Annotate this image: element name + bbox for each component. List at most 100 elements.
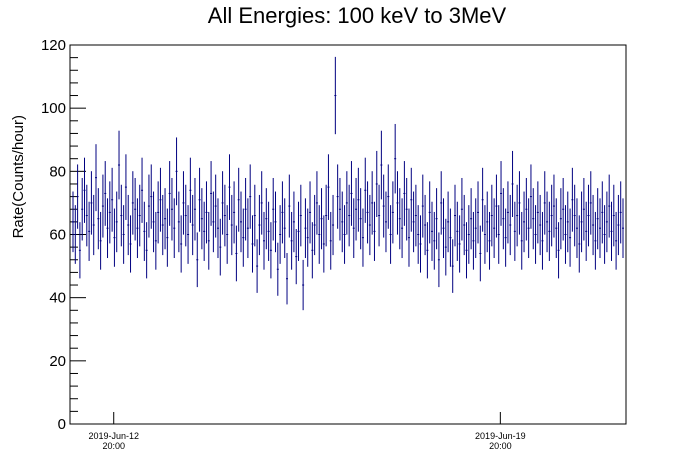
data-point bbox=[74, 205, 77, 264]
data-point bbox=[299, 184, 302, 247]
data-point bbox=[555, 198, 558, 259]
data-point bbox=[177, 191, 180, 253]
data-point bbox=[235, 225, 238, 282]
data-point bbox=[456, 201, 459, 261]
data-point bbox=[97, 188, 100, 250]
data-point bbox=[541, 211, 544, 270]
data-point bbox=[352, 198, 355, 259]
data-point bbox=[279, 205, 282, 264]
data-point bbox=[513, 201, 516, 261]
data-point bbox=[295, 229, 298, 285]
data-point bbox=[154, 211, 157, 270]
data-point bbox=[601, 181, 604, 244]
data-point bbox=[164, 188, 167, 250]
data-point bbox=[350, 161, 353, 226]
data-point bbox=[454, 184, 457, 247]
data-point bbox=[115, 191, 118, 253]
data-point bbox=[173, 198, 176, 259]
data-point bbox=[589, 171, 592, 235]
data-point bbox=[348, 184, 351, 247]
data-point bbox=[479, 225, 482, 282]
data-point bbox=[511, 150, 514, 218]
data-point bbox=[138, 184, 141, 247]
data-point bbox=[272, 177, 275, 241]
data-point bbox=[529, 164, 532, 229]
data-point bbox=[315, 171, 318, 235]
data-point bbox=[304, 198, 307, 259]
data-point bbox=[336, 164, 339, 229]
data-point bbox=[396, 171, 399, 235]
data-point bbox=[226, 205, 229, 264]
data-point bbox=[180, 215, 183, 273]
data-point bbox=[486, 191, 489, 253]
data-point bbox=[359, 188, 362, 250]
x-tick-time-label: 20:00 bbox=[102, 441, 125, 451]
data-point bbox=[290, 211, 293, 270]
data-point bbox=[539, 194, 542, 256]
data-point bbox=[85, 184, 88, 247]
data-point bbox=[442, 198, 445, 259]
data-point bbox=[534, 205, 537, 264]
data-point bbox=[90, 171, 93, 235]
y-axis: 0 20 40 60 80 100 120 bbox=[41, 37, 86, 433]
data-point bbox=[451, 239, 454, 293]
data-point bbox=[129, 215, 132, 273]
data-point bbox=[488, 211, 491, 270]
data-point bbox=[463, 194, 466, 256]
data-point bbox=[552, 174, 555, 238]
data-point bbox=[357, 167, 360, 232]
data-point bbox=[619, 181, 622, 244]
data-point bbox=[504, 208, 507, 267]
data-point bbox=[472, 211, 475, 270]
data-point bbox=[467, 205, 470, 264]
data-point bbox=[391, 181, 394, 244]
data-point bbox=[237, 167, 240, 232]
data-point bbox=[380, 130, 383, 200]
data-point bbox=[88, 201, 91, 261]
data-point bbox=[223, 184, 226, 247]
data-point bbox=[318, 205, 321, 264]
data-point bbox=[120, 184, 123, 247]
data-point bbox=[198, 167, 201, 232]
data-point bbox=[292, 191, 295, 253]
data-point bbox=[481, 167, 484, 232]
data-point bbox=[557, 222, 560, 279]
data-point bbox=[412, 191, 415, 253]
data-point bbox=[407, 208, 410, 267]
data-point bbox=[184, 184, 187, 247]
data-point bbox=[532, 188, 535, 250]
data-point bbox=[428, 181, 431, 244]
data-point bbox=[578, 215, 581, 273]
data-point bbox=[258, 194, 261, 256]
data-point bbox=[168, 161, 171, 226]
data-point bbox=[134, 177, 137, 241]
data-point bbox=[104, 161, 107, 226]
y-tick-label: 80 bbox=[49, 163, 66, 180]
data-point bbox=[244, 177, 247, 241]
data-point bbox=[615, 211, 618, 270]
data-point bbox=[175, 137, 178, 206]
data-point bbox=[569, 208, 572, 267]
data-point bbox=[127, 194, 130, 256]
data-point bbox=[196, 232, 199, 288]
data-point bbox=[477, 181, 480, 244]
data-point bbox=[189, 157, 192, 223]
data-point bbox=[187, 205, 190, 264]
data-point bbox=[313, 194, 316, 256]
data-point bbox=[364, 157, 367, 223]
data-point bbox=[113, 208, 116, 267]
data-point bbox=[559, 188, 562, 250]
data-point bbox=[281, 181, 284, 244]
data-point bbox=[249, 164, 252, 229]
data-point bbox=[433, 211, 436, 270]
data-point bbox=[256, 239, 259, 293]
data-point bbox=[122, 205, 125, 264]
y-tick-label: 0 bbox=[58, 416, 66, 433]
data-point bbox=[141, 157, 144, 223]
data-point bbox=[228, 154, 231, 220]
data-point bbox=[297, 201, 300, 261]
data-point bbox=[76, 164, 79, 229]
data-point bbox=[497, 205, 500, 264]
data-point bbox=[585, 201, 588, 261]
data-point bbox=[203, 201, 206, 261]
